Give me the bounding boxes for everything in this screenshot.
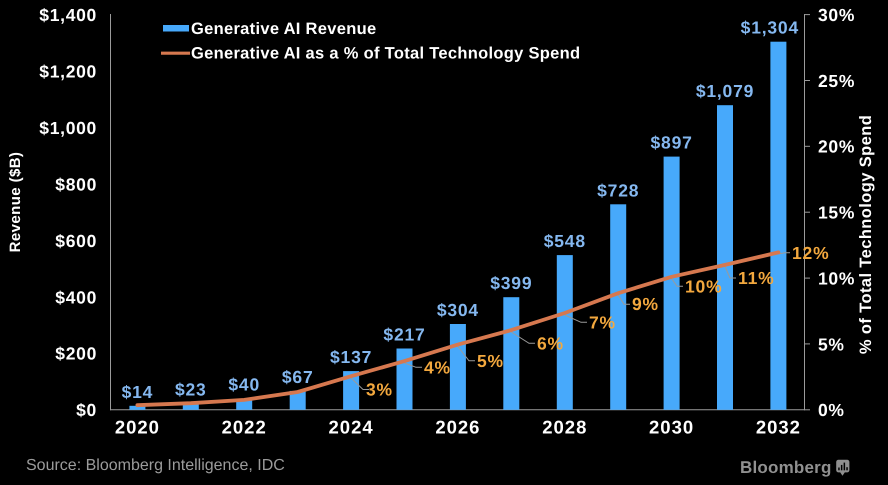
- svg-text:2026: 2026: [435, 417, 480, 438]
- svg-text:Bloomberg: Bloomberg: [740, 458, 832, 477]
- svg-text:Revenue ($B): Revenue ($B): [7, 152, 24, 253]
- svg-text:$800: $800: [55, 174, 97, 194]
- svg-text:6%: 6%: [537, 333, 564, 353]
- svg-text:$897: $897: [651, 133, 693, 153]
- svg-text:$217: $217: [383, 325, 425, 345]
- svg-text:0%: 0%: [818, 400, 845, 420]
- svg-text:5%: 5%: [477, 351, 504, 371]
- svg-text:10%: 10%: [685, 276, 722, 296]
- svg-text:$1,304: $1,304: [741, 18, 799, 38]
- svg-text:9%: 9%: [632, 294, 659, 314]
- svg-text:Generative AI as a % of Total: Generative AI as a % of Total Technology…: [191, 45, 580, 63]
- svg-text:11%: 11%: [738, 268, 774, 288]
- svg-text:$728: $728: [597, 180, 639, 200]
- svg-text:$600: $600: [55, 231, 97, 251]
- svg-text:$0: $0: [76, 400, 97, 420]
- svg-text:% of Total Technology Spend: % of Total Technology Spend: [857, 115, 875, 354]
- svg-text:30%: 30%: [818, 5, 855, 25]
- svg-text:$23: $23: [175, 379, 207, 399]
- svg-text:2032: 2032: [756, 417, 801, 438]
- svg-text:$400: $400: [55, 287, 97, 307]
- svg-text:5%: 5%: [818, 334, 845, 354]
- svg-text:3%: 3%: [366, 379, 393, 399]
- svg-text:$137: $137: [330, 347, 372, 367]
- svg-text:2024: 2024: [329, 417, 374, 438]
- svg-text:15%: 15%: [818, 203, 855, 223]
- svg-text:2022: 2022: [222, 417, 267, 438]
- svg-text:2020: 2020: [115, 417, 160, 438]
- svg-text:$40: $40: [228, 375, 260, 395]
- svg-text:$1,000: $1,000: [39, 118, 97, 138]
- svg-text:12%: 12%: [792, 243, 829, 263]
- svg-text:2030: 2030: [649, 417, 694, 438]
- svg-text:7%: 7%: [589, 312, 616, 332]
- svg-text:4%: 4%: [424, 357, 451, 377]
- svg-text:$1,400: $1,400: [39, 5, 97, 25]
- svg-text:$548: $548: [544, 231, 586, 251]
- svg-text:$200: $200: [55, 344, 97, 364]
- svg-text:Source: Bloomberg Intelligence: Source: Bloomberg Intelligence, IDC: [26, 457, 285, 474]
- svg-text:$1,200: $1,200: [39, 62, 97, 82]
- svg-text:$67: $67: [282, 367, 314, 387]
- svg-text:$304: $304: [437, 300, 479, 320]
- svg-text:Generative AI Revenue: Generative AI Revenue: [191, 20, 376, 38]
- svg-text:$14: $14: [122, 382, 154, 402]
- svg-text:$1,079: $1,079: [696, 81, 754, 101]
- svg-text:25%: 25%: [818, 71, 855, 91]
- svg-text:2028: 2028: [542, 417, 587, 438]
- svg-text:20%: 20%: [818, 137, 855, 157]
- svg-text:10%: 10%: [818, 269, 855, 289]
- svg-text:$399: $399: [490, 273, 532, 293]
